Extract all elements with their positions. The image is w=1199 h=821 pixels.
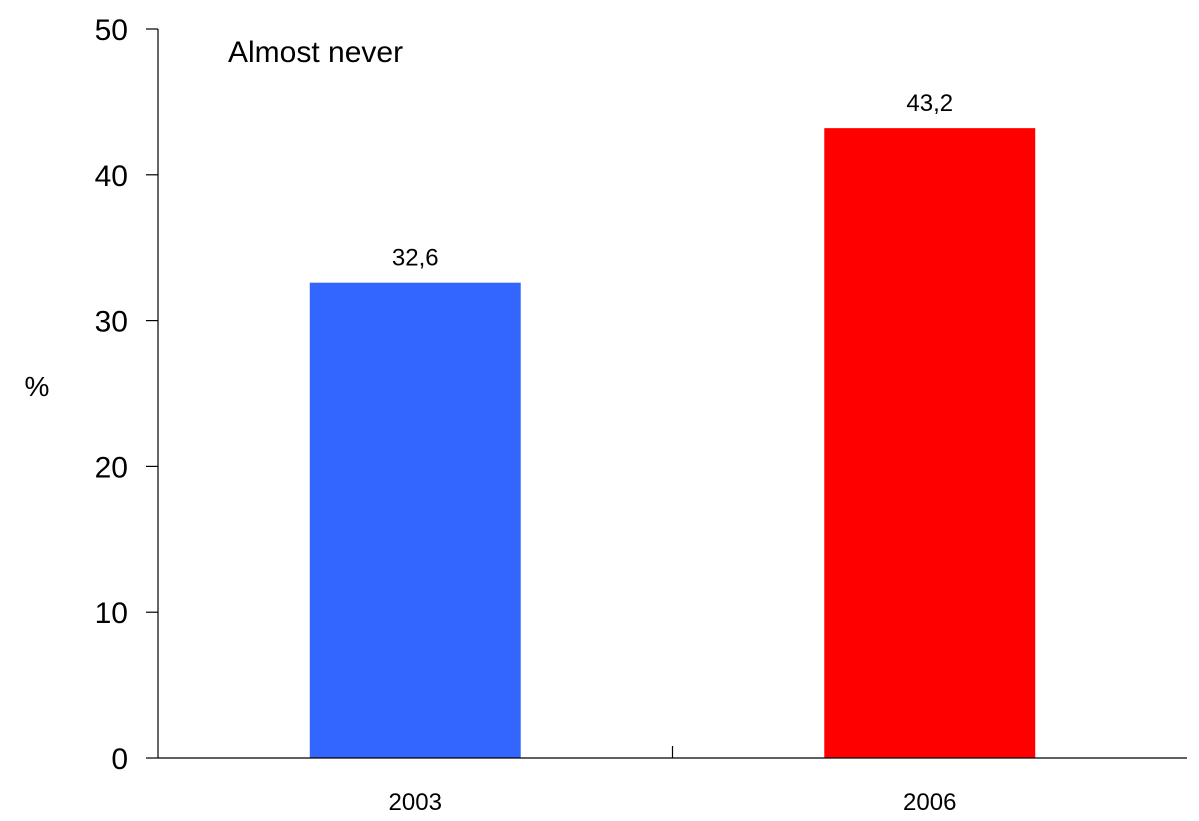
data-labels: 32,6 43,2 — [392, 90, 953, 272]
y-axis-label: % — [25, 371, 50, 402]
x-tick-label-2003: 2003 — [389, 789, 442, 816]
y-tick-label: 50 — [95, 14, 128, 47]
y-axis-ticks: 0 10 20 30 40 50 — [95, 14, 158, 776]
y-tick-label: 30 — [95, 306, 128, 339]
bar-2006 — [824, 128, 1036, 759]
y-tick-label: 10 — [95, 597, 128, 630]
data-label-2006: 43,2 — [906, 90, 953, 117]
y-tick-label: 20 — [95, 451, 128, 484]
x-tick-label-2006: 2006 — [903, 789, 956, 816]
chart-annotation: Almost never — [228, 36, 403, 69]
bars — [309, 128, 1036, 759]
data-label-2003: 32,6 — [392, 245, 439, 272]
bar-2003 — [309, 282, 521, 758]
x-axis-labels: 2003 2006 — [389, 746, 956, 816]
y-tick-label: 0 — [111, 743, 128, 776]
y-tick-label: 40 — [95, 160, 128, 193]
